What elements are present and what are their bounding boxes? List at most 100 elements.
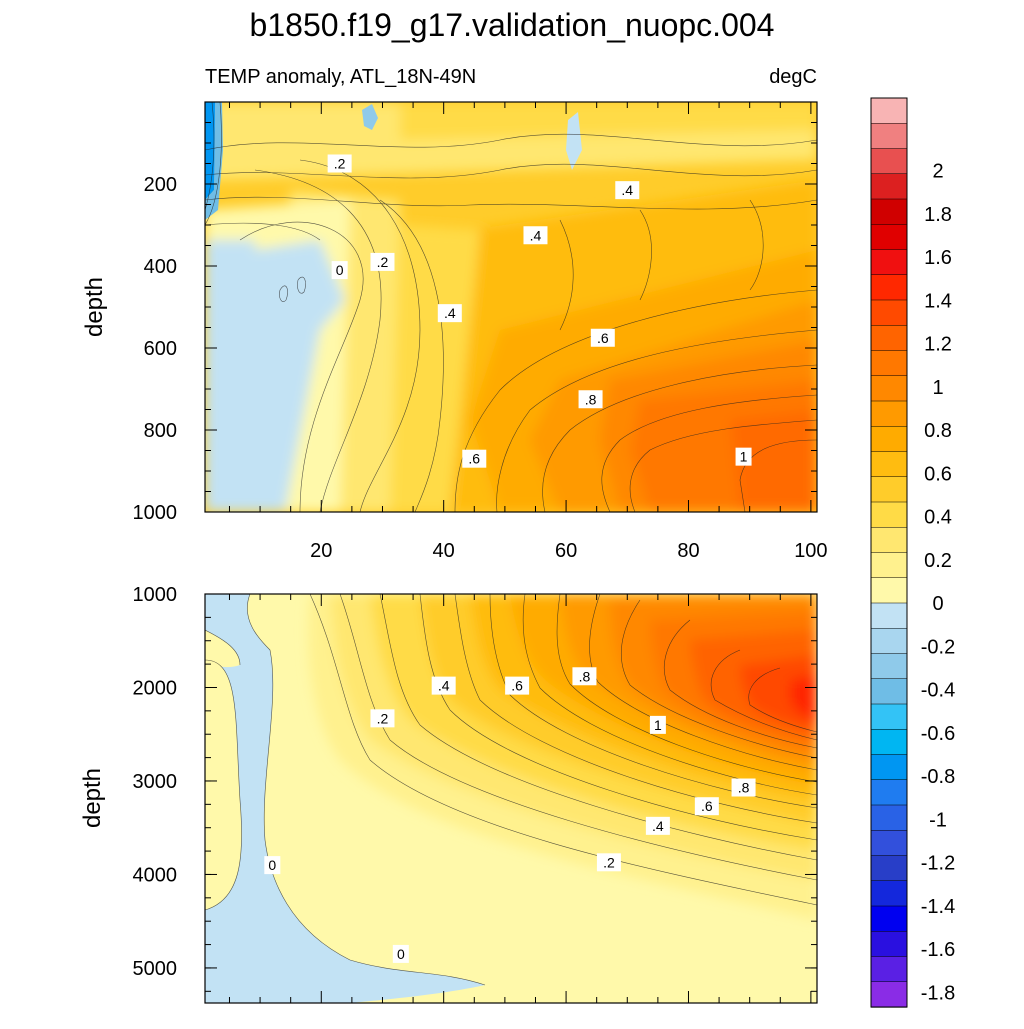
upper-panel: 200 400 600 800 1000 20 40 60 80 100 depth [81, 101, 828, 562]
colorbar-swatch [870, 729, 908, 756]
upper-contour-line [239, 221, 364, 512]
colorbar-label: 1.2 [924, 334, 952, 356]
upper-blue-blob-top [362, 104, 378, 130]
colorbar-swatch [870, 274, 908, 301]
lower-cool-region [205, 594, 485, 1003]
lower-contour-line [205, 659, 242, 911]
contour-label: .6 [597, 330, 609, 346]
contour-label: .2 [334, 156, 346, 172]
upper-contour-line [299, 159, 421, 512]
chart-subtitle-left: TEMP anomaly, ATL_18N-49N [205, 66, 476, 88]
colorbar-swatch [870, 375, 908, 402]
contour-label: .4 [530, 227, 542, 243]
upper-contour-line [205, 102, 215, 211]
upper-contour-line [205, 222, 321, 241]
upper-cold-patch [205, 102, 216, 200]
colorbar-label: 0 [932, 593, 943, 615]
y-tick-label: 600 [144, 338, 177, 360]
y-tick-label: 3000 [133, 771, 178, 793]
lower-contour-line [454, 594, 817, 824]
upper-contour-line [254, 169, 382, 512]
colorbar-swatch [870, 426, 908, 453]
contour-label-bg [578, 390, 603, 409]
upper-contour-line [749, 199, 764, 291]
lower-contour-line [748, 667, 817, 733]
upper-filled-contours [205, 102, 817, 512]
lower-contour-lines [205, 594, 817, 986]
x-tick-label: 60 [555, 540, 577, 562]
upper-contour-line [205, 196, 817, 210]
contour-label: 1 [654, 717, 662, 733]
colorbar-label: -0.4 [921, 680, 955, 702]
contour-label: .6 [701, 798, 713, 814]
contour-label-bg [437, 304, 462, 323]
lower-ylabel: depth [79, 768, 106, 828]
x-tick-label: 80 [677, 540, 699, 562]
contour-label-bg [327, 154, 352, 173]
lower-contour-line [205, 629, 241, 666]
y-tick-label: 400 [144, 256, 177, 278]
colorbar-swatch [870, 527, 908, 554]
contour-label-bg [264, 856, 281, 875]
colorbar-swatch [870, 350, 908, 377]
colorbar-swatch [870, 249, 908, 276]
lower-contour-line [664, 619, 817, 749]
colorbar-swatch [870, 880, 908, 907]
contour-label: 0 [397, 946, 405, 962]
colorbar-label: 2 [932, 161, 943, 183]
colorbar-label: 0.6 [924, 463, 952, 485]
y-tick-label: 1000 [133, 502, 178, 524]
upper-contour-line [496, 329, 817, 512]
contour-label-bg [615, 181, 640, 200]
colorbar-label: -0.2 [921, 636, 955, 658]
upper-contour-line [739, 439, 817, 512]
chart-subtitle-right: degC [769, 66, 817, 88]
lower-region-w12 [790, 675, 817, 720]
upper-cold-patch-edge [205, 102, 223, 220]
contour-label-bg [431, 676, 456, 695]
upper-ylabel: depth [81, 277, 108, 337]
lower-contour-line [339, 594, 817, 881]
colorbar-swatch [870, 855, 908, 882]
colorbar-swatch [870, 198, 908, 225]
y-tick-label: 1000 [133, 584, 178, 606]
contour-label: .8 [738, 780, 750, 796]
y-tick-label: 800 [144, 420, 177, 442]
colorbar-swatch [870, 703, 908, 730]
upper-region-cool1 [205, 240, 258, 512]
colorbar: 2 1.8 1.6 1.4 1.2 1 0.8 0.6 0.4 0.2 0 -0.2 -0.4 -0.6 -… [870, 97, 955, 1029]
lower-contour-line [710, 649, 817, 741]
colorbar-swatch [870, 779, 908, 806]
contour-label-bg [331, 261, 348, 280]
contour-label: .8 [579, 668, 591, 684]
contour-label: .4 [444, 305, 456, 321]
upper-contour-line [639, 209, 652, 301]
colorbar-label: 1.6 [924, 247, 952, 269]
colorbar-swatch [870, 602, 908, 629]
x-tick-label: 40 [433, 540, 455, 562]
contour-label-bg [645, 816, 670, 835]
contour-label: .6 [468, 451, 480, 467]
x-tick-label: 100 [794, 540, 827, 562]
upper-contour-line [279, 285, 288, 302]
colorbar-swatch [870, 905, 908, 932]
colorbar-swatch [870, 628, 908, 655]
contour-label-bg [370, 709, 395, 728]
lower-panel: 1000 2000 3000 4000 5000 depth [79, 584, 818, 1004]
contour-label: .4 [438, 678, 450, 694]
lower-filled-contours [308, 594, 817, 920]
lower-contour-line [419, 594, 817, 841]
colorbar-swatch [870, 931, 908, 958]
lower-contour-line [589, 594, 817, 771]
lower-region-w11 [740, 655, 817, 730]
contour-label: 1 [740, 449, 748, 465]
contour-label-bg [735, 447, 752, 466]
contour-label-bg [462, 449, 487, 468]
colorbar-swatch [870, 400, 908, 427]
colorbar-label: 1.4 [924, 290, 952, 312]
colorbar-swatch [870, 552, 908, 579]
colorbar-swatch [870, 804, 908, 831]
colorbar-swatch [870, 577, 908, 604]
upper-contour-line [205, 163, 817, 179]
contour-label: 0 [268, 857, 276, 873]
